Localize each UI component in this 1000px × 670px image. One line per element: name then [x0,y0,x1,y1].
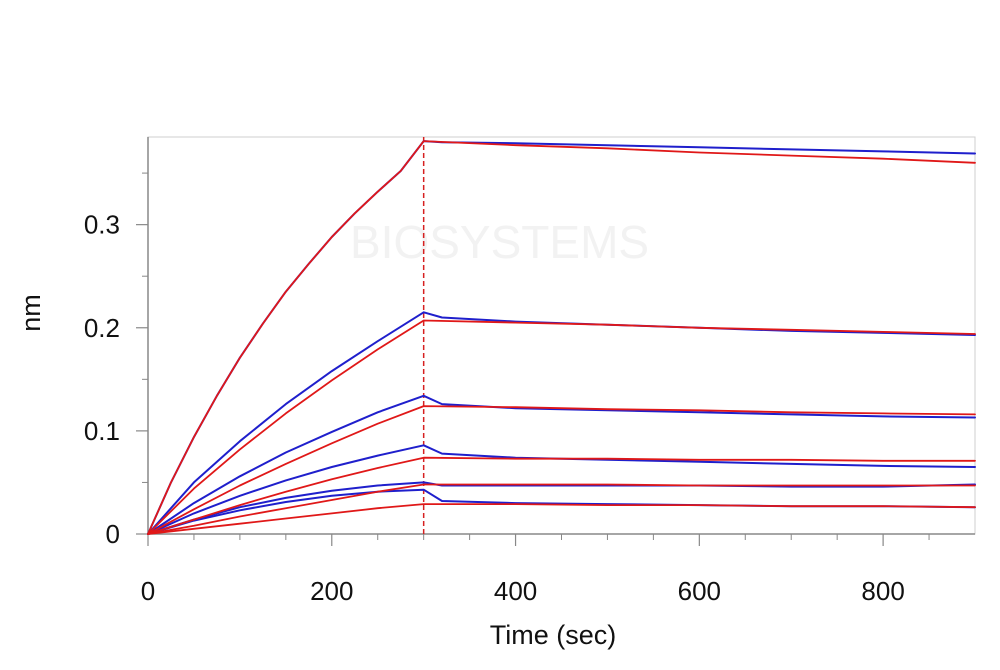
plot-frame [147,136,976,535]
y-axis-title: nm [16,294,46,332]
y-tick-label: 0.3 [84,210,120,240]
x-tick-label: 400 [494,576,537,606]
x-tick-label: 0 [141,576,155,606]
measured-curve-8 [147,481,976,535]
measured-curve-0 [147,140,976,535]
measured-curve-6 [147,444,976,535]
fitted-curve-5 [147,405,976,535]
y-tick-label: 0 [106,519,120,549]
fitted-curve-1 [147,140,976,535]
tick-labels: 0 200 400 600 800 0 0.1 0.2 0.3 [84,210,905,606]
measured-curve-2 [147,311,976,535]
fitted-curve-11 [147,503,976,535]
fitted-curve-3 [147,319,976,535]
series-group [147,140,976,535]
fitted-curve-7 [147,456,976,535]
y-tick-label: 0.2 [84,313,120,343]
x-axis-title: Time (sec) [490,620,617,650]
fitted-curve-9 [147,483,976,535]
x-tick-label: 800 [861,576,904,606]
watermark: BIOSYSTEMS [350,216,649,268]
measured-curve-4 [147,394,976,535]
watermark-text: BIOSYSTEMS [350,216,649,268]
x-tick-label: 600 [678,576,721,606]
x-tick-label: 200 [310,576,353,606]
y-tick-label: 0.1 [84,416,120,446]
